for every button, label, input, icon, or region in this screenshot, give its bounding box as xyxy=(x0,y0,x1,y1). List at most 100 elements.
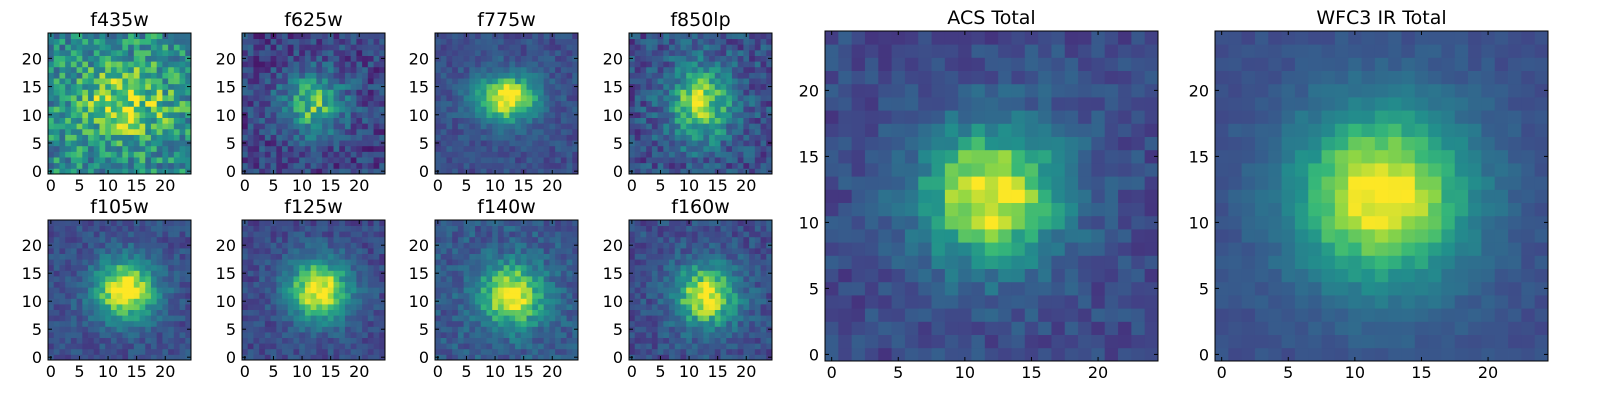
heatmap-cell xyxy=(293,111,300,118)
heatmap-cell xyxy=(156,287,163,294)
heatmap-cell xyxy=(299,128,306,135)
heatmap-cell xyxy=(264,38,271,45)
heatmap-cell xyxy=(99,298,106,305)
panel-title: f850lp xyxy=(670,9,730,31)
heatmap-cell xyxy=(299,298,306,305)
heatmap-cell xyxy=(440,242,447,249)
heatmap-cell xyxy=(457,83,464,90)
heatmap-cell xyxy=(555,72,562,79)
heatmap-cell xyxy=(435,134,442,141)
heatmap-cell xyxy=(379,343,386,350)
heatmap-cell xyxy=(486,162,493,169)
heatmap-cell xyxy=(150,66,158,73)
heatmap-cell xyxy=(93,49,100,56)
heatmap-cell xyxy=(99,117,106,124)
heatmap-cell xyxy=(162,320,169,327)
heatmap-cell xyxy=(760,38,767,45)
heatmap-cell xyxy=(168,220,175,226)
heatmap-cell xyxy=(709,134,716,141)
heatmap-cell xyxy=(316,270,323,277)
heatmap-cell xyxy=(122,315,129,322)
heatmap-cell xyxy=(76,332,83,338)
heatmap-cell xyxy=(350,348,357,355)
heatmap-cell xyxy=(520,78,527,85)
heatmap-cell xyxy=(133,44,140,51)
heatmap-cell xyxy=(452,304,459,310)
heatmap-cell xyxy=(646,162,653,169)
heatmap-cell xyxy=(93,309,100,316)
heatmap-cell xyxy=(156,270,163,277)
heatmap-cell xyxy=(65,270,72,277)
heatmap-cell xyxy=(440,309,447,316)
heatmap-cell xyxy=(333,78,340,85)
heatmap-cell xyxy=(714,140,721,147)
heatmap-cell xyxy=(452,162,459,169)
heatmap-cell xyxy=(446,106,453,113)
heatmap-cell xyxy=(446,298,453,305)
heatmap-cell xyxy=(293,287,300,294)
heatmap-cell xyxy=(651,61,658,68)
heatmap-cell xyxy=(282,304,289,310)
heatmap-cell xyxy=(139,128,146,135)
heatmap-cells xyxy=(629,33,773,175)
heatmap-cell xyxy=(720,337,727,344)
heatmap-cell xyxy=(435,259,442,266)
heatmap-cell xyxy=(572,162,579,169)
heatmap-cell xyxy=(555,100,562,107)
heatmap-cell xyxy=(333,287,340,294)
heatmap-cell xyxy=(327,304,334,310)
heatmap-cell xyxy=(629,100,636,107)
heatmap-cell xyxy=(293,157,300,164)
heatmap-cell xyxy=(110,259,118,266)
heatmap-cell xyxy=(373,326,380,333)
heatmap-cell xyxy=(714,72,721,79)
heatmap-cell xyxy=(435,281,442,288)
heatmap-cell xyxy=(537,111,545,118)
heatmap-cell xyxy=(156,309,163,316)
heatmap-cell xyxy=(737,354,744,361)
heatmap-cell xyxy=(760,78,767,85)
heatmap-cell xyxy=(480,78,487,85)
heatmap-cell xyxy=(373,83,380,90)
heatmap-cell xyxy=(646,140,653,147)
heatmap-cell xyxy=(709,276,716,282)
heatmap-cell xyxy=(726,337,733,344)
heatmap-cell xyxy=(259,78,266,85)
heatmap-cell xyxy=(322,259,329,266)
heatmap-cell xyxy=(714,157,721,164)
heatmap-cell xyxy=(537,61,545,68)
heatmap-cell xyxy=(663,66,670,73)
heatmap-cell xyxy=(457,236,464,243)
heatmap-cell xyxy=(88,337,95,344)
heatmap-cell xyxy=(139,259,146,266)
heatmap-cell xyxy=(270,55,277,62)
heatmap-cell xyxy=(82,231,89,238)
heatmap-cell xyxy=(185,231,192,238)
heatmap-cell xyxy=(316,106,323,113)
heatmap-cell xyxy=(264,304,271,310)
heatmap-cell xyxy=(287,61,294,68)
heatmap-cell xyxy=(749,343,756,350)
heatmap-cell xyxy=(720,168,727,175)
heatmap-cell xyxy=(316,231,323,238)
heatmap-cell xyxy=(463,100,470,107)
heatmap-cell xyxy=(88,253,95,260)
heatmap-cell xyxy=(168,100,175,107)
heatmap-cell xyxy=(65,248,72,254)
heatmap-cell xyxy=(93,128,100,135)
heatmap-cell xyxy=(270,259,277,266)
heatmap-cell xyxy=(242,304,249,310)
heatmap-cell xyxy=(253,225,260,232)
heatmap-cell xyxy=(70,253,77,260)
heatmap-cell xyxy=(555,140,562,147)
heatmap-cell xyxy=(168,242,175,249)
heatmap-cell xyxy=(362,220,369,226)
heatmap-cell xyxy=(379,315,386,322)
heatmap-cell xyxy=(327,225,334,232)
x-tick-label: 20 xyxy=(542,176,562,195)
heatmap-cell xyxy=(53,315,60,322)
heatmap-cell xyxy=(520,151,527,158)
heatmap-cell xyxy=(669,304,676,310)
heatmap-cell xyxy=(276,78,283,85)
heatmap-cell xyxy=(128,38,135,45)
